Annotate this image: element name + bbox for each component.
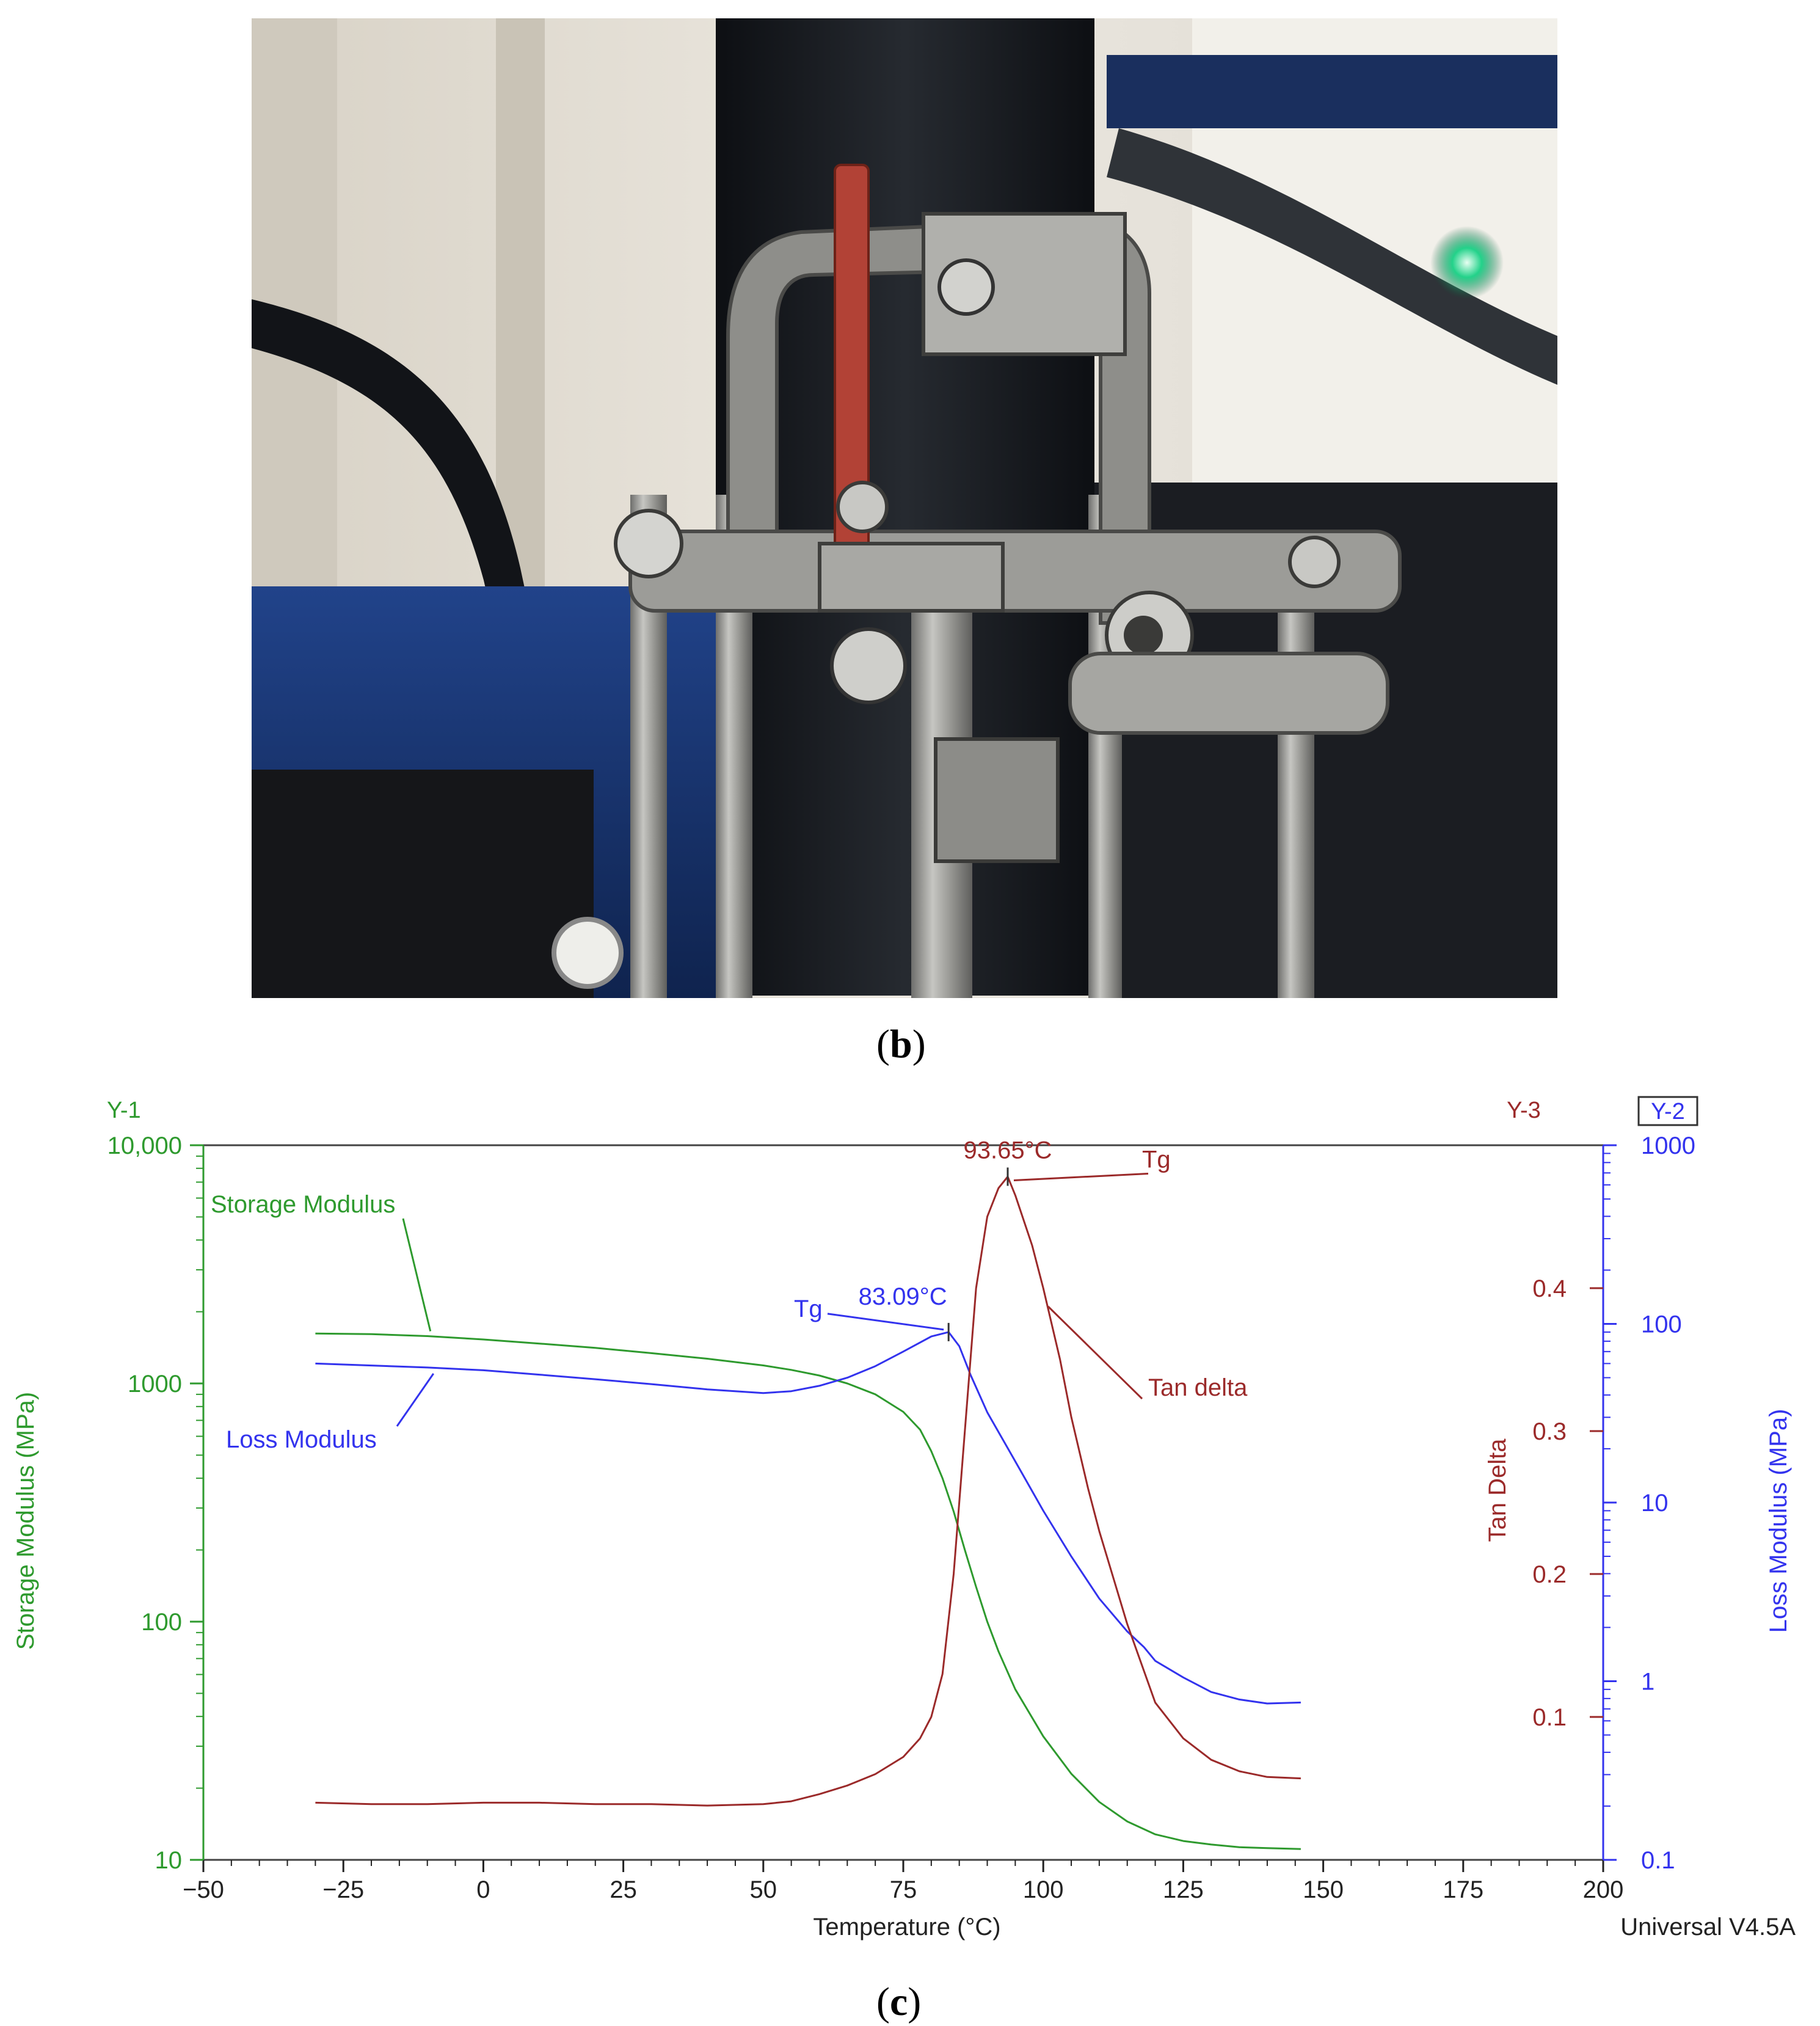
y2-tick-label: 10 (1641, 1490, 1669, 1517)
x-tick-label: 25 (610, 1876, 637, 1903)
x-tick-label: 200 (1583, 1876, 1624, 1903)
loss-modulus-peak-label: 83.09°C (859, 1283, 947, 1310)
y1-tag: Y-1 (107, 1098, 141, 1123)
x-tick-label: 75 (890, 1876, 917, 1903)
panel-c-letter: c (889, 1980, 908, 2024)
y2-tick-label: 100 (1641, 1311, 1682, 1338)
photo-illustration (252, 18, 1557, 998)
y2-tag-box[interactable] (1637, 1096, 1698, 1126)
x-tick-label: 175 (1443, 1876, 1483, 1903)
x-tick-label: 50 (750, 1876, 777, 1903)
panel-label-b: (b) (876, 1022, 926, 1066)
y2-tick-label: 1000 (1641, 1132, 1695, 1159)
series-line-storage-modulus (315, 1332, 1301, 1850)
x-tick-label: 150 (1303, 1876, 1344, 1903)
y2-tag[interactable]: Y-2 (1651, 1099, 1685, 1124)
y1-tick-label: 10 (155, 1847, 183, 1874)
x-tick-label: 0 (476, 1876, 490, 1903)
legend-tan-delta: Tan delta (1148, 1374, 1248, 1401)
plot-border (202, 1144, 1604, 1861)
y1-tick-label: 1000 (128, 1371, 182, 1397)
green-led-icon (1430, 226, 1504, 299)
y3-tick-label: 0.4 (1532, 1275, 1567, 1302)
y3-tag: Y-3 (1507, 1098, 1541, 1123)
legend-loss-modulus-arrow (396, 1373, 434, 1427)
legend-storage-modulus-arrow (402, 1218, 432, 1332)
loss-modulus-tg-arrow (827, 1313, 944, 1331)
tan-delta-peak-label: 93.65°C (963, 1137, 1052, 1164)
series-layer (315, 1176, 1301, 1850)
loss-modulus-axis: 0.1 1 10 100 1000 (1602, 1132, 1695, 1874)
legend-tan-delta-arrow (1047, 1305, 1143, 1400)
panel-b-letter: b (889, 1022, 912, 1066)
panel-label-c: (c) (876, 1980, 922, 2024)
annotation-layer: Storage Modulus Loss Modulus Tan delta 93.6… (211, 1137, 1248, 1453)
x-axis: −50 −25 0 25 50 75 100 125 150 175 200 (183, 1860, 1623, 1903)
x-tick-label: −25 (322, 1876, 364, 1903)
software-version: Universal V4.5A (1620, 1914, 1796, 1940)
tan-delta-tg-arrow (1013, 1172, 1149, 1181)
legend-loss-modulus: Loss Modulus (226, 1426, 377, 1453)
tan-delta-axis: 0.1 0.2 0.3 0.4 (1532, 1275, 1603, 1731)
x-tick-label: 125 (1163, 1876, 1204, 1903)
y2-tick-label: 1 (1641, 1669, 1654, 1696)
storage-modulus-axis: 10 100 1000 10,000 (107, 1132, 205, 1874)
series-line-tan-delta (315, 1176, 1301, 1807)
plot-frame (202, 1144, 1604, 1861)
y3-tick-label: 0.3 (1532, 1418, 1567, 1445)
loss-modulus-tg-label: Tg (794, 1295, 823, 1322)
y3-axis-label: Tan Delta (1484, 1438, 1511, 1542)
x-axis-label: Temperature (°C) (813, 1914, 1000, 1940)
x-tick-label: 100 (1023, 1876, 1064, 1903)
x-tick-label: −50 (183, 1876, 224, 1903)
tan-delta-tg-label: Tg (1142, 1146, 1171, 1173)
dma-clamp-photo (252, 18, 1557, 998)
y2-tick-label: 0.1 (1641, 1847, 1675, 1874)
y2-axis-label: Loss Modulus (MPa) (1765, 1409, 1792, 1633)
y1-tick-label: 10,000 (107, 1132, 182, 1159)
dma-chart: −50 −25 0 25 50 75 100 125 150 175 200 10100100010… (12, 1096, 1796, 1940)
y3-tick-label: 0.2 (1532, 1561, 1567, 1588)
y1-axis-label: Storage Modulus (MPa) (12, 1392, 39, 1650)
y1-tick-label: 100 (141, 1609, 182, 1636)
y3-tick-label: 0.1 (1532, 1704, 1567, 1731)
legend-storage-modulus: Storage Modulus (211, 1191, 395, 1218)
